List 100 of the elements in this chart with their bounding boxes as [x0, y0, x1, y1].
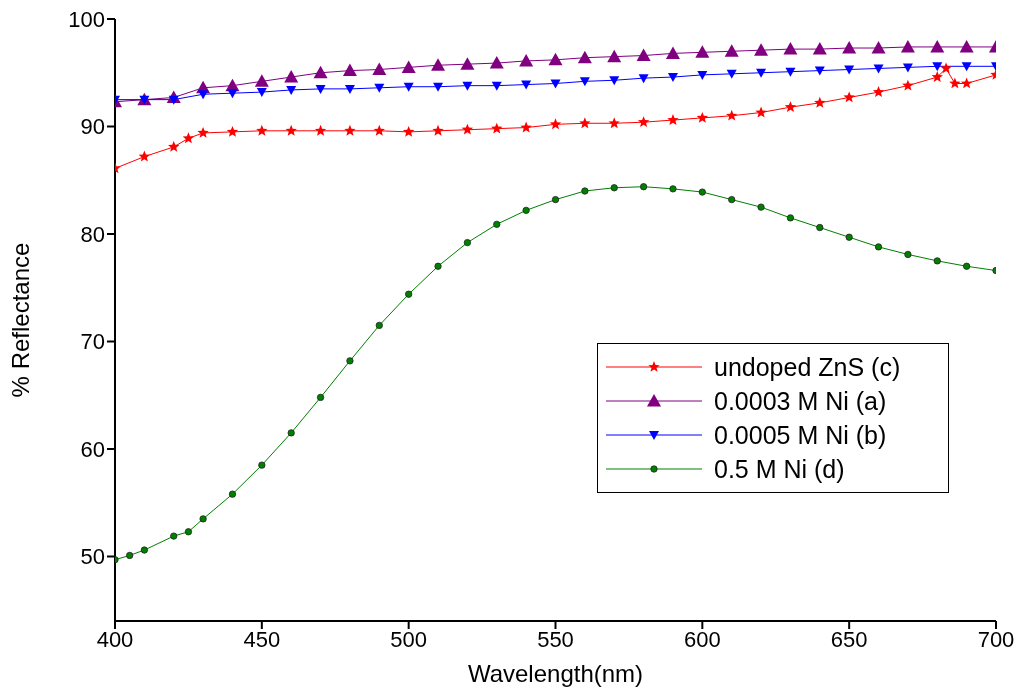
- point: [754, 43, 769, 56]
- point: [842, 41, 857, 54]
- point: [871, 41, 886, 54]
- point: [725, 109, 738, 121]
- point: [491, 81, 502, 91]
- point: [607, 49, 622, 63]
- point: [756, 68, 767, 78]
- point: [786, 214, 795, 222]
- point: [755, 106, 767, 118]
- point: [904, 250, 912, 259]
- point: [931, 71, 943, 82]
- y-tick-label: 70: [80, 329, 105, 355]
- point: [489, 56, 504, 69]
- point: [577, 50, 592, 64]
- point: [845, 233, 853, 241]
- point: [814, 66, 825, 76]
- y-tick-label: 80: [80, 221, 105, 247]
- point: [374, 83, 385, 93]
- point: [902, 79, 914, 91]
- point: [843, 91, 855, 103]
- point: [757, 203, 765, 211]
- point: [949, 77, 961, 89]
- point: [640, 183, 648, 191]
- point: [372, 62, 387, 76]
- point: [434, 262, 442, 270]
- point: [636, 48, 651, 62]
- point: [698, 188, 706, 196]
- point: [286, 85, 297, 95]
- point: [197, 126, 209, 138]
- point: [199, 515, 207, 523]
- point: [548, 52, 563, 66]
- point: [168, 95, 179, 105]
- x-tick-label: 550: [537, 626, 574, 652]
- y-tick-label: 60: [80, 436, 105, 462]
- point: [812, 42, 827, 55]
- x-axis-title: Wavelength(nm): [467, 660, 644, 687]
- point: [140, 546, 148, 554]
- point: [184, 528, 193, 536]
- legend-label: 0.0003 M Ni (a): [714, 386, 887, 416]
- point: [182, 132, 195, 144]
- point: [610, 184, 618, 192]
- point: [959, 39, 974, 53]
- legend-label: undoped ZnS (c): [714, 352, 901, 382]
- point: [432, 124, 444, 136]
- point: [461, 123, 474, 135]
- point: [519, 53, 534, 67]
- point: [462, 81, 473, 91]
- point: [961, 62, 972, 72]
- point: [665, 46, 680, 59]
- point: [784, 101, 797, 112]
- point: [872, 86, 885, 97]
- point: [287, 429, 295, 437]
- point: [551, 196, 560, 204]
- y-tick-label: 100: [68, 6, 105, 32]
- legend-label: 0.0005 M Ni (b): [714, 420, 887, 450]
- point: [960, 77, 973, 89]
- point: [696, 111, 709, 123]
- point: [638, 74, 649, 84]
- point: [581, 187, 589, 195]
- point: [667, 73, 678, 83]
- point: [403, 82, 414, 92]
- point: [342, 63, 357, 77]
- point: [401, 60, 416, 73]
- point: [695, 45, 710, 58]
- point: [314, 124, 327, 136]
- point: [930, 39, 945, 53]
- point: [373, 124, 386, 136]
- point: [873, 64, 884, 74]
- point: [168, 140, 180, 152]
- point: [520, 121, 532, 133]
- point: [254, 74, 269, 87]
- y-tick-label: 90: [80, 114, 105, 140]
- point: [226, 125, 239, 137]
- point: [814, 96, 826, 108]
- point: [228, 490, 237, 498]
- point: [258, 461, 266, 469]
- legend-label: 0.5 M Ni (d): [714, 454, 845, 484]
- point: [726, 69, 737, 79]
- point: [346, 357, 354, 365]
- point: [126, 551, 134, 560]
- x-tick-label: 450: [243, 626, 281, 652]
- point: [344, 124, 356, 136]
- point: [816, 223, 824, 232]
- point: [405, 290, 413, 298]
- point: [493, 220, 501, 228]
- x-tick-label: 400: [96, 626, 134, 652]
- point: [227, 89, 238, 99]
- point: [900, 39, 915, 53]
- point: [491, 122, 503, 134]
- point: [728, 196, 736, 204]
- point: [375, 321, 383, 329]
- point: [783, 42, 798, 55]
- x-tick-label: 600: [683, 626, 721, 652]
- point: [902, 63, 913, 73]
- point: [433, 82, 444, 92]
- x-tick-label: 650: [830, 626, 868, 652]
- point: [697, 70, 708, 80]
- point: [284, 70, 299, 83]
- point: [522, 206, 530, 214]
- point: [874, 243, 883, 251]
